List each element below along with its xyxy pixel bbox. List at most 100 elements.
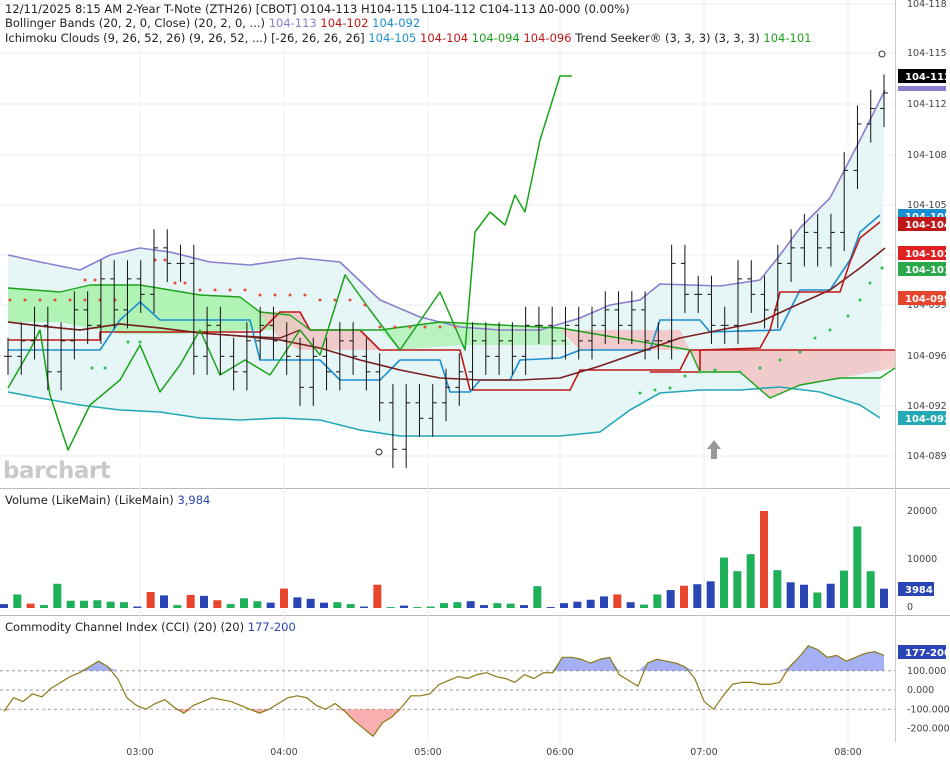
volume-bar bbox=[26, 603, 35, 608]
volume-bar bbox=[160, 595, 168, 608]
trend-seeker-dot bbox=[846, 314, 850, 318]
volume-bar bbox=[493, 603, 502, 608]
header-line1: 12/11/2025 8:15 AM 2-Year T-Note (ZTH26)… bbox=[5, 2, 630, 16]
bollinger-lower-line bbox=[7, 386, 881, 437]
volume-bar bbox=[773, 570, 782, 608]
cci-tag: 177-200 bbox=[898, 645, 950, 659]
trend-seeker-dot bbox=[393, 325, 397, 329]
volume-bar bbox=[760, 511, 768, 608]
trend-seeker-dot bbox=[243, 288, 247, 292]
volume-bar bbox=[306, 598, 315, 608]
volume-bar bbox=[66, 600, 75, 608]
session-low-marker bbox=[375, 448, 383, 456]
volume-bar bbox=[666, 590, 675, 608]
chikou-span-line bbox=[7, 75, 572, 451]
volume-bar bbox=[386, 607, 395, 608]
bollinger-middle-value: 104-102 bbox=[320, 16, 369, 30]
volume-bar bbox=[280, 588, 288, 608]
volume-bar bbox=[826, 583, 835, 608]
volume-bar bbox=[800, 584, 808, 608]
volume-bar bbox=[266, 602, 275, 608]
trend-seeker-dot bbox=[363, 303, 367, 307]
time-axis-label: 04:00 bbox=[270, 747, 297, 758]
volume-bar bbox=[253, 601, 262, 608]
volume-bar bbox=[146, 591, 155, 608]
volume-bar bbox=[706, 581, 715, 608]
ichimoku-value-2: 104-104 bbox=[420, 31, 469, 45]
trend-seeker-dot bbox=[83, 298, 87, 302]
volume-bar bbox=[413, 607, 422, 608]
volume-bar bbox=[120, 602, 128, 608]
volume-axis-label: 20000 bbox=[907, 506, 937, 517]
bollinger-lower-value: 104-092 bbox=[372, 16, 421, 30]
volume-bar bbox=[640, 604, 648, 608]
trend-seeker-dot bbox=[288, 293, 292, 297]
price-axis-label: 104-108 bbox=[907, 150, 947, 161]
volume-axis-label: 0 bbox=[907, 602, 913, 613]
trend-seeker-dot bbox=[183, 281, 187, 285]
volume-axis-label: 10000 bbox=[907, 554, 937, 565]
volume-bar bbox=[400, 605, 408, 608]
trend-seeker-dot bbox=[103, 366, 107, 370]
trend-seeker-dot bbox=[778, 358, 782, 362]
trend-seeker-dot bbox=[713, 368, 717, 372]
cci-axis: 100.000 0.000 -100.000 -200.000 bbox=[907, 666, 950, 735]
ichimoku-legend: Ichimoku Clouds (9, 26, 52, 26) (9, 26, … bbox=[5, 30, 811, 46]
trend-seeker-dot bbox=[453, 325, 457, 329]
volume-bar bbox=[720, 557, 728, 608]
volume-bar bbox=[466, 601, 475, 608]
bollinger-legend: Bollinger Bands (20, 2, 0, Close) (20, 2… bbox=[5, 15, 420, 31]
volume-value: 3,984 bbox=[177, 493, 211, 507]
price-axis-label: 104-096 bbox=[907, 351, 947, 362]
volume-bar bbox=[200, 595, 208, 608]
price-tag: 104-092 bbox=[898, 411, 950, 425]
volume-bar bbox=[320, 602, 328, 608]
trend-seeker-dot bbox=[438, 325, 442, 329]
volume-tag: 3984 bbox=[898, 582, 934, 596]
volume-bar bbox=[866, 571, 875, 608]
volume-bar bbox=[40, 605, 48, 608]
trend-seeker-dot bbox=[213, 288, 217, 292]
volume-title: Volume (LikeMain) (LikeMain) bbox=[5, 493, 174, 507]
trend-seeker-dot bbox=[318, 298, 322, 302]
volume-bar bbox=[520, 605, 528, 608]
senkou-span-a bbox=[7, 284, 896, 399]
cci-pane-title: Commodity Channel Index (CCI) (20) (20) … bbox=[5, 620, 296, 634]
price-axis-label: 104-105 bbox=[907, 200, 947, 211]
volume-tag-label: 3984 bbox=[905, 585, 933, 596]
bollinger-label: Bollinger Bands (20, 2, 0, Close) (20, 2… bbox=[5, 16, 266, 30]
price-tag: 104-101 bbox=[898, 262, 950, 276]
trend-seeker-dot bbox=[828, 328, 832, 332]
volume-bar bbox=[173, 605, 182, 608]
ichimoku-value-1: 104-105 bbox=[368, 31, 417, 45]
trend-seeker-dot bbox=[653, 388, 657, 392]
price-tag-label: 104-101 bbox=[905, 265, 950, 276]
time-axis-label: 07:00 bbox=[690, 747, 717, 758]
price-axis-label: 104-099 bbox=[907, 300, 947, 311]
volume-bar bbox=[480, 605, 488, 608]
cci-tag-bg bbox=[898, 645, 946, 659]
time-axis-label: 08:00 bbox=[834, 747, 861, 758]
time-axis-label: 06:00 bbox=[546, 747, 573, 758]
trend-seeker-dot bbox=[23, 298, 27, 302]
volume-bar bbox=[240, 598, 248, 608]
trend-seeker-dot bbox=[8, 298, 12, 302]
time-axis-label: 05:00 bbox=[414, 747, 441, 758]
kijun-line bbox=[8, 311, 895, 391]
trend-seeker-dot bbox=[90, 366, 94, 370]
cci-axis-label: -200.000 bbox=[907, 724, 950, 735]
volume-bar bbox=[426, 606, 435, 608]
volume-bar bbox=[53, 583, 62, 608]
volume-bar bbox=[813, 592, 822, 608]
trend-seeker-value: 104-101 bbox=[763, 31, 812, 45]
ichimoku-cloud-red-3 bbox=[690, 350, 895, 398]
trend-seeker-dot bbox=[698, 370, 702, 374]
trend-seeker-dot bbox=[173, 281, 177, 285]
trend-seeker-dot bbox=[228, 288, 232, 292]
volume-bar bbox=[106, 601, 115, 608]
volume-bar bbox=[346, 604, 355, 608]
volume-bar bbox=[226, 604, 235, 608]
cci-axis-label: 100.000 bbox=[907, 666, 946, 677]
price-tag-label: 104-099 bbox=[905, 294, 950, 305]
